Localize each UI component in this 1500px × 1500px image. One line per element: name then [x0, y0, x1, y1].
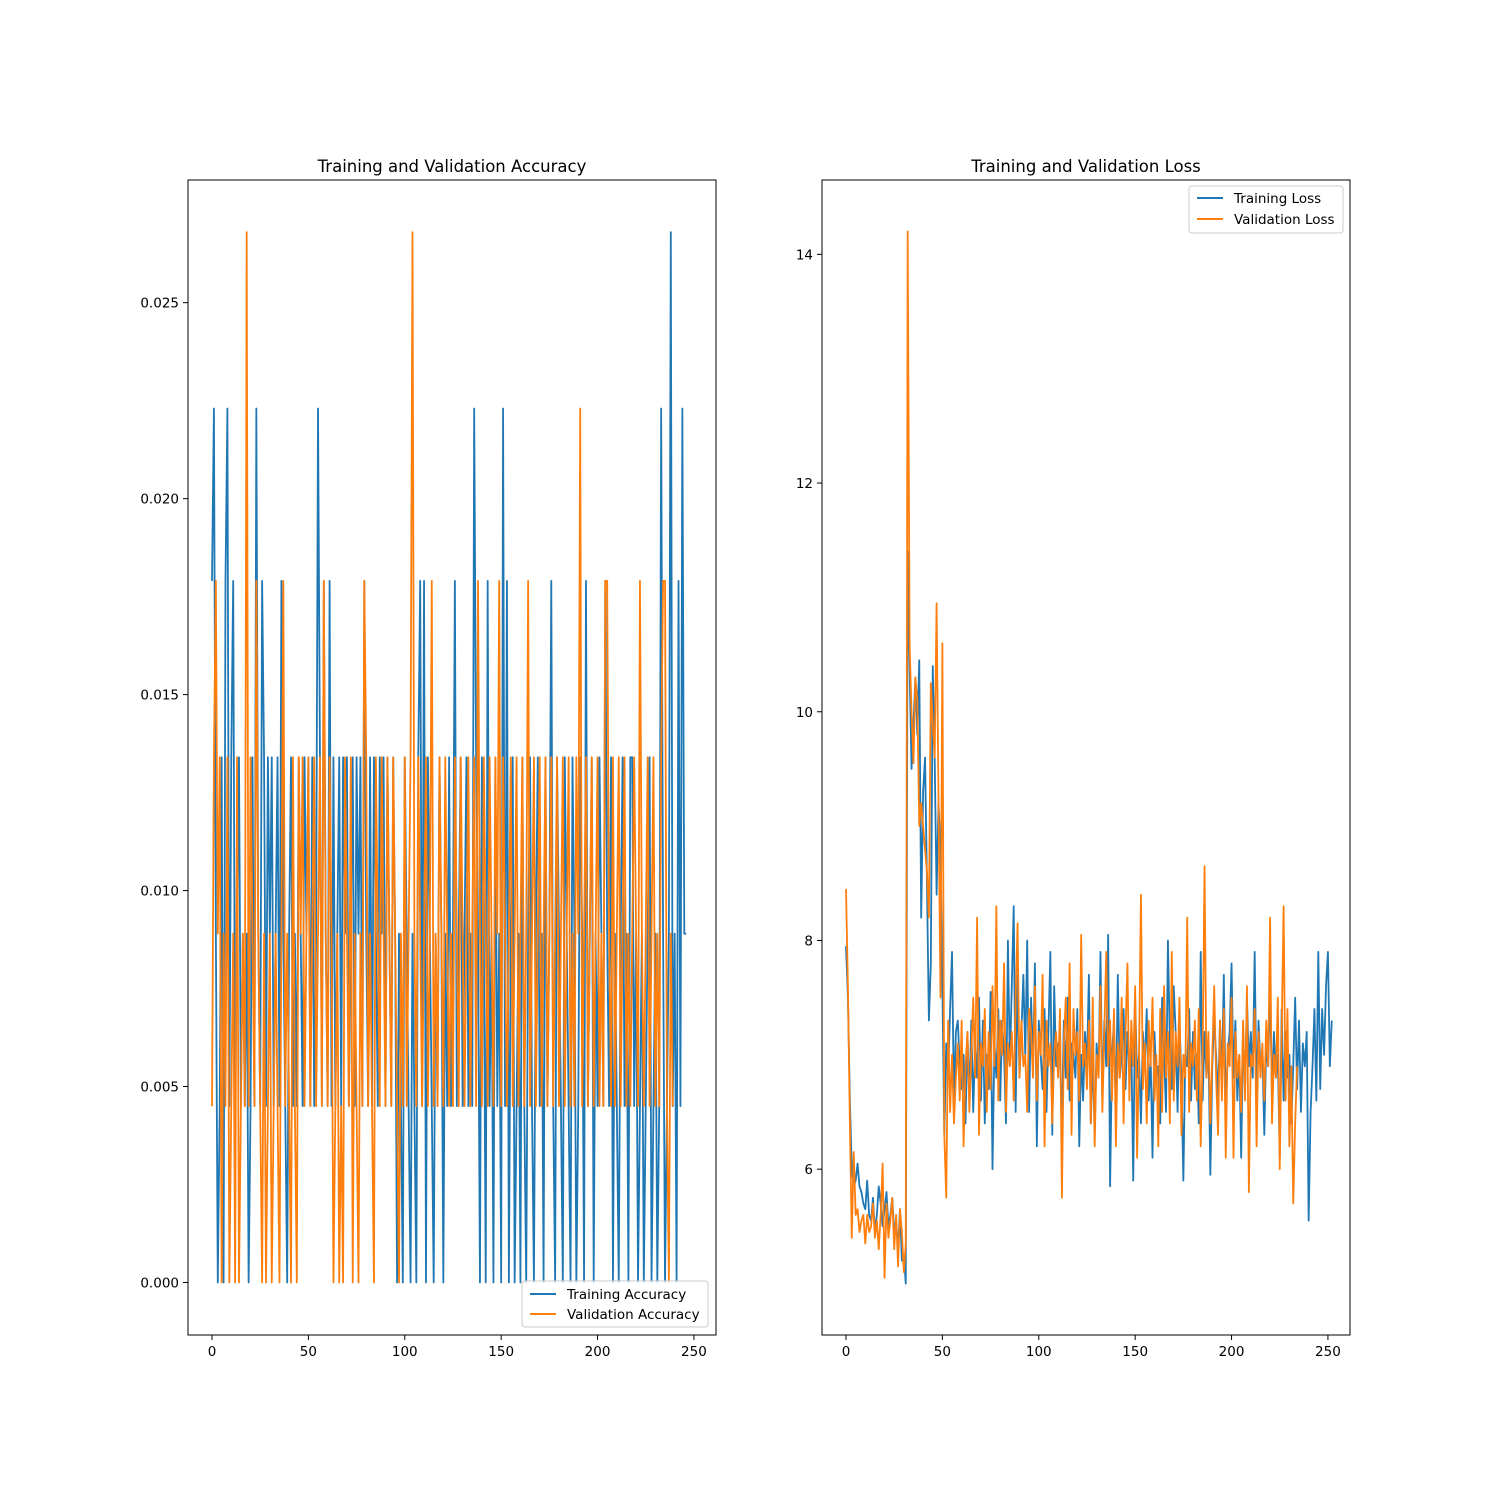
accuracy-y-tick-label: 0.005 [140, 1080, 179, 1096]
loss-legend: Training Loss Validation Loss [1188, 185, 1344, 234]
loss-x-tick-label: 200 [1219, 1344, 1245, 1360]
loss-y-tick-label: 14 [796, 247, 813, 263]
accuracy-x-tick-label: 200 [585, 1344, 611, 1360]
training-accuracy-line [211, 231, 687, 1284]
loss-x-tick-label: 250 [1315, 1344, 1341, 1360]
loss-ticks: 0 50 100 150 200 250 6 8 10 12 14 [796, 247, 1341, 1360]
accuracy-y-tick-label: 0.025 [140, 296, 179, 312]
loss-y-tick-label: 8 [804, 933, 813, 949]
accuracy-ticks: 0 50 100 150 200 250 0.000 0.005 0.010 0.015 0.020… [140, 296, 706, 1360]
legend-label-training-loss: Training Loss [1233, 191, 1321, 207]
loss-series-lines [845, 230, 1333, 1285]
accuracy-x-tick-label: 50 [300, 1344, 317, 1360]
loss-x-tick-label: 100 [1026, 1344, 1052, 1360]
accuracy-y-tick-label: 0.010 [140, 884, 179, 900]
accuracy-x-tick-label: 100 [392, 1344, 418, 1360]
accuracy-x-tick-label: 0 [208, 1344, 217, 1360]
loss-axes-frame [821, 179, 1351, 1336]
loss-x-tick-label: 0 [842, 1344, 851, 1360]
accuracy-x-tick-label: 150 [488, 1344, 514, 1360]
loss-y-tick-label: 6 [804, 1162, 813, 1178]
accuracy-x-tick-label: 250 [681, 1344, 707, 1360]
accuracy-series-lines [211, 231, 687, 1284]
accuracy-y-tick-label: 0.000 [140, 1275, 179, 1291]
legend-label-validation-accuracy: Validation Accuracy [567, 1307, 700, 1323]
loss-subplot: Training and Validation Loss 0 50 100 150 20… [796, 157, 1351, 1360]
loss-y-tick-label: 10 [796, 705, 813, 721]
accuracy-axes-frame [187, 179, 717, 1336]
accuracy-legend: Training Accuracy Validation Accuracy [521, 1280, 709, 1328]
accuracy-y-tick-label: 0.020 [140, 492, 179, 508]
validation-accuracy-line [211, 231, 674, 1284]
legend-label-training-accuracy: Training Accuracy [566, 1287, 686, 1303]
accuracy-chart-title: Training and Validation Accuracy [317, 157, 587, 176]
loss-y-tick-label: 12 [796, 476, 813, 492]
loss-chart-title: Training and Validation Loss [970, 157, 1201, 176]
accuracy-subplot: Training and Validation Accuracy 0 50 100 1… [140, 157, 717, 1360]
accuracy-legend-box [521, 1280, 709, 1328]
loss-legend-box [1188, 185, 1344, 234]
loss-x-tick-label: 50 [934, 1344, 951, 1360]
accuracy-y-tick-label: 0.015 [140, 688, 179, 704]
loss-x-tick-label: 150 [1122, 1344, 1148, 1360]
validation-loss-line [845, 230, 1298, 1279]
legend-label-validation-loss: Validation Loss [1234, 212, 1335, 228]
